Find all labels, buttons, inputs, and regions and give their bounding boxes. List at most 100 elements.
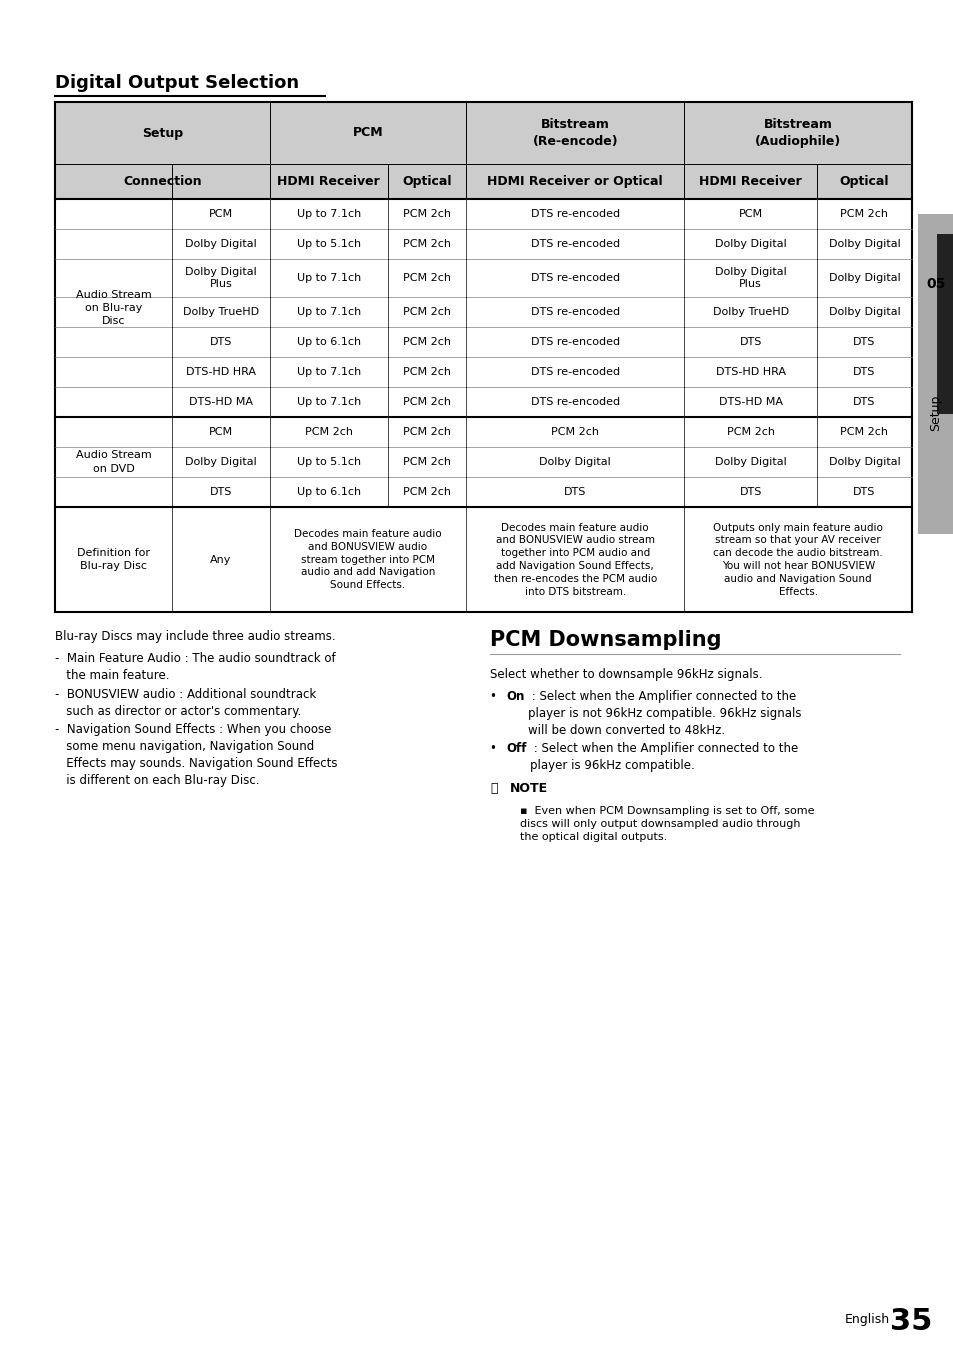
Text: DTS: DTS (563, 487, 586, 497)
Text: PCM 2ch: PCM 2ch (402, 209, 451, 219)
Text: Dolby Digital: Dolby Digital (185, 458, 256, 467)
Text: Setup: Setup (928, 394, 942, 431)
Text: DTS re-encoded: DTS re-encoded (530, 240, 619, 249)
Text: Optical: Optical (402, 175, 451, 188)
Text: DTS: DTS (210, 487, 232, 497)
Bar (683, 102, 911, 164)
Text: PCM: PCM (738, 209, 761, 219)
Text: Dolby Digital: Dolby Digital (185, 240, 256, 249)
Text: DTS re-encoded: DTS re-encoded (530, 274, 619, 283)
Text: Up to 5.1ch: Up to 5.1ch (296, 458, 360, 467)
Bar (269, 164, 387, 199)
Text: On: On (505, 691, 524, 703)
Text: Dolby TrueHD: Dolby TrueHD (712, 307, 788, 317)
Bar (55, 199, 911, 229)
Text: Setup: Setup (142, 126, 183, 139)
Bar (55, 357, 911, 387)
Text: Dolby Digital: Dolby Digital (827, 240, 900, 249)
Bar (387, 164, 465, 199)
Bar (55, 102, 269, 164)
Text: Bitstream
(Audiophile): Bitstream (Audiophile) (755, 118, 841, 148)
Text: English: English (844, 1313, 889, 1326)
Text: PCM 2ch: PCM 2ch (726, 427, 774, 437)
Text: Up to 6.1ch: Up to 6.1ch (296, 337, 360, 347)
Text: -  Navigation Sound Effects : When you choose
   some menu navigation, Navigatio: - Navigation Sound Effects : When you ch… (55, 723, 337, 787)
Text: PCM 2ch: PCM 2ch (402, 307, 451, 317)
Text: PCM 2ch: PCM 2ch (402, 397, 451, 408)
Bar (55, 477, 911, 506)
Text: Digital Output Selection: Digital Output Selection (55, 74, 299, 92)
Text: 05: 05 (925, 278, 944, 291)
Text: DTS: DTS (852, 367, 875, 376)
Text: Optical: Optical (839, 175, 888, 188)
Bar (55, 328, 911, 357)
Text: Decodes main feature audio
and BONUSVIEW audio
stream together into PCM
audio an: Decodes main feature audio and BONUSVIEW… (294, 529, 441, 590)
Text: Up to 5.1ch: Up to 5.1ch (296, 240, 360, 249)
Text: Audio Stream
on Blu-ray
Disc: Audio Stream on Blu-ray Disc (75, 290, 152, 326)
Bar (55, 417, 911, 447)
Text: NOTE: NOTE (510, 783, 548, 795)
Bar (816, 164, 911, 199)
Text: DTS re-encoded: DTS re-encoded (530, 307, 619, 317)
Text: : Select when the Amplifier connected to the
player is not 96kHz compatible. 96k: : Select when the Amplifier connected to… (527, 691, 801, 737)
Bar (55, 259, 911, 297)
Text: Up to 7.1ch: Up to 7.1ch (296, 307, 360, 317)
Text: 35: 35 (889, 1307, 931, 1336)
Text: -  BONUSVIEW audio : Additional soundtrack
   such as director or actor's commen: - BONUSVIEW audio : Additional soundtrac… (55, 688, 315, 718)
Text: -  Main Feature Audio : The audio soundtrack of
   the main feature.: - Main Feature Audio : The audio soundtr… (55, 653, 335, 682)
Text: •: • (490, 691, 500, 703)
Text: DTS: DTS (210, 337, 232, 347)
Text: ▪  Even when PCM Downsampling is set to Off, some
discs will only output downsam: ▪ Even when PCM Downsampling is set to O… (519, 806, 814, 842)
Text: Audio Stream
on DVD: Audio Stream on DVD (75, 451, 152, 474)
Text: Any: Any (210, 555, 232, 565)
Text: PCM 2ch: PCM 2ch (840, 427, 887, 437)
Text: PCM 2ch: PCM 2ch (402, 240, 451, 249)
Text: DTS re-encoded: DTS re-encoded (530, 337, 619, 347)
Text: Dolby TrueHD: Dolby TrueHD (183, 307, 258, 317)
Text: Off: Off (505, 742, 526, 756)
Text: Decodes main feature audio
and BONUSVIEW audio stream
together into PCM audio an: Decodes main feature audio and BONUSVIEW… (493, 523, 657, 597)
Text: PCM 2ch: PCM 2ch (304, 427, 353, 437)
Text: PCM 2ch: PCM 2ch (551, 427, 598, 437)
Text: Up to 7.1ch: Up to 7.1ch (296, 209, 360, 219)
Text: DTS-HD HRA: DTS-HD HRA (186, 367, 255, 376)
Text: •: • (490, 742, 500, 756)
Text: PCM Downsampling: PCM Downsampling (490, 630, 720, 650)
Text: Dolby Digital
Plus: Dolby Digital Plus (714, 267, 785, 290)
Text: Dolby Digital: Dolby Digital (714, 240, 785, 249)
Bar (55, 297, 911, 328)
Text: DTS re-encoded: DTS re-encoded (530, 367, 619, 376)
Text: Dolby Digital: Dolby Digital (714, 458, 785, 467)
Text: Dolby Digital: Dolby Digital (538, 458, 611, 467)
Text: PCM 2ch: PCM 2ch (402, 367, 451, 376)
Text: DTS-HD MA: DTS-HD MA (189, 397, 253, 408)
Text: DTS: DTS (852, 487, 875, 497)
Bar (55, 506, 911, 612)
Text: PCM 2ch: PCM 2ch (402, 458, 451, 467)
Text: HDMI Receiver: HDMI Receiver (699, 175, 801, 188)
Text: 📋: 📋 (490, 783, 497, 795)
Bar (917, 214, 953, 533)
Bar (55, 387, 911, 417)
Text: PCM 2ch: PCM 2ch (402, 427, 451, 437)
Text: HDMI Receiver or Optical: HDMI Receiver or Optical (487, 175, 662, 188)
Text: Dolby Digital: Dolby Digital (827, 458, 900, 467)
Text: PCM: PCM (209, 209, 233, 219)
Text: DTS: DTS (852, 337, 875, 347)
Text: Up to 7.1ch: Up to 7.1ch (296, 274, 360, 283)
Text: Dolby Digital
Plus: Dolby Digital Plus (185, 267, 256, 290)
Text: DTS-HD HRA: DTS-HD HRA (715, 367, 785, 376)
Text: Dolby Digital: Dolby Digital (827, 307, 900, 317)
Text: HDMI Receiver: HDMI Receiver (277, 175, 379, 188)
Text: DTS re-encoded: DTS re-encoded (530, 209, 619, 219)
Text: Up to 7.1ch: Up to 7.1ch (296, 397, 360, 408)
Bar (683, 164, 816, 199)
Text: DTS: DTS (739, 487, 761, 497)
Bar (269, 102, 465, 164)
Bar (465, 102, 683, 164)
Text: Connection: Connection (123, 175, 201, 188)
Bar (55, 164, 172, 199)
Text: DTS-HD MA: DTS-HD MA (718, 397, 781, 408)
Text: Outputs only main feature audio
stream so that your AV receiver
can decode the a: Outputs only main feature audio stream s… (713, 523, 882, 597)
Text: PCM 2ch: PCM 2ch (402, 274, 451, 283)
